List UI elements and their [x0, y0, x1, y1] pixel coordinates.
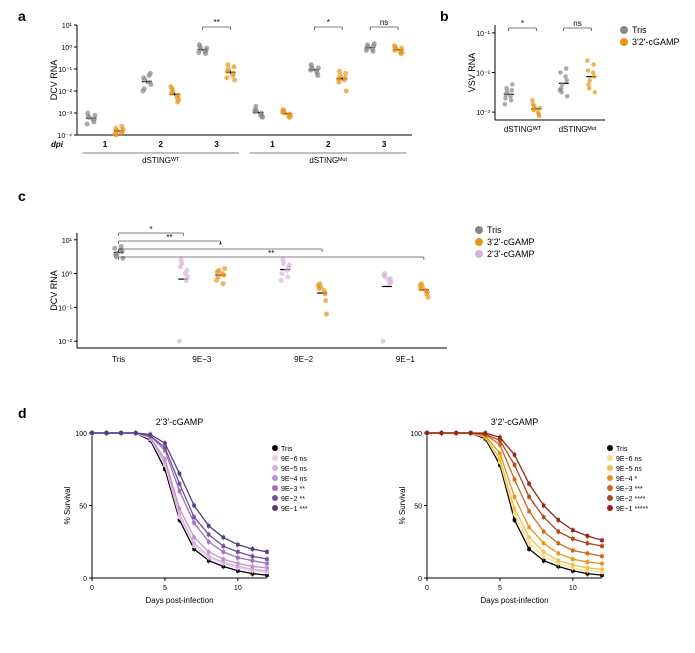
svg-text:10⁻¹: 10⁻¹: [58, 67, 72, 74]
svg-text:0: 0: [83, 576, 87, 583]
svg-text:9E−4 *: 9E−4 *: [616, 476, 637, 483]
svg-text:9E−1: 9E−1: [396, 355, 415, 364]
svg-text:9E−5 ns: 9E−5 ns: [616, 466, 642, 473]
svg-text:% Survival: % Survival: [63, 486, 72, 524]
svg-text:9E−6 ns: 9E−6 ns: [616, 456, 642, 463]
panel-a-label: a: [18, 8, 26, 24]
svg-text:**: **: [213, 18, 219, 27]
svg-text:10⁰: 10⁰: [61, 44, 72, 52]
svg-text:Tris: Tris: [281, 446, 293, 453]
svg-text:ns: ns: [380, 18, 388, 27]
panel-c-label: c: [18, 188, 26, 204]
svg-text:*: *: [521, 19, 524, 28]
svg-text:% Survival: % Survival: [398, 486, 407, 524]
panel-d-chart-right: 3'2'-cGAMP 0 50 100 0 5 10 % Survival Days post-…: [395, 415, 675, 615]
svg-text:ns: ns: [573, 19, 581, 28]
panel-d-label: d: [18, 405, 27, 421]
svg-text:VSV RNA: VSV RNA: [467, 53, 477, 93]
svg-text:3: 3: [214, 140, 219, 149]
svg-text:*: *: [149, 225, 152, 234]
svg-text:**: **: [268, 249, 274, 258]
svg-text:10⁻³: 10⁻³: [476, 110, 490, 117]
svg-text:10¹: 10¹: [62, 238, 73, 245]
panel-d-chart-left: 2'3'-cGAMP 0 50 100 0 5 10 % Survival Days post-…: [60, 415, 340, 615]
svg-text:50: 50: [79, 504, 87, 511]
svg-text:DCV RNA: DCV RNA: [49, 270, 59, 311]
legend-cgamp-label: 3'2'-cGAMP: [632, 37, 679, 47]
svg-text:0: 0: [418, 576, 422, 583]
svg-text:Tris: Tris: [616, 446, 628, 453]
svg-text:50: 50: [414, 504, 422, 511]
svg-text:3'2'-cGAMP: 3'2'-cGAMP: [491, 417, 538, 427]
svg-text:**: **: [166, 233, 172, 242]
svg-text:1: 1: [270, 140, 275, 149]
panel-c-chart: 10⁻²10⁻¹10⁰10¹DCV RNATris9E−39E−29E−1***…: [45, 195, 465, 375]
svg-text:0: 0: [90, 585, 94, 592]
svg-text:100: 100: [75, 431, 87, 438]
svg-text:9E−1 *****: 9E−1 *****: [616, 506, 648, 513]
svg-text:9E−5 ns: 9E−5 ns: [281, 466, 307, 473]
svg-text:10⁻⁴: 10⁻⁴: [58, 133, 73, 140]
svg-text:Tris: Tris: [112, 355, 125, 364]
svg-text:Days post-infection: Days post-infection: [145, 596, 213, 605]
svg-text:10⁻¹: 10⁻¹: [476, 31, 490, 38]
svg-text:10¹: 10¹: [62, 23, 73, 30]
svg-text:dpi: dpi: [51, 140, 64, 149]
svg-text:*: *: [327, 18, 330, 27]
svg-text:2: 2: [159, 140, 164, 149]
svg-text:9E−3: 9E−3: [192, 355, 211, 364]
svg-text:Days post-infection: Days post-infection: [480, 596, 548, 605]
svg-text:0: 0: [425, 585, 429, 592]
panel-b-legend: Tris 3'2'-cGAMP: [620, 25, 679, 49]
svg-text:2'3'-cGAMP: 2'3'-cGAMP: [156, 417, 203, 427]
svg-text:3: 3: [382, 140, 387, 149]
svg-text:9E−3 **: 9E−3 **: [281, 486, 305, 493]
svg-text:9E−3 ***: 9E−3 ***: [616, 486, 643, 493]
legend-tris-label: Tris: [632, 25, 647, 35]
panel-a-chart: 10⁻⁴ 10⁻³ 10⁻² 10⁻¹ 10⁰ 10¹ DCV RNA 1 2 3 1 2 3 dpi dS…: [45, 15, 425, 170]
svg-text:9E−2 ****: 9E−2 ****: [616, 496, 646, 503]
svg-text:1: 1: [103, 140, 108, 149]
svg-text:10: 10: [234, 585, 242, 592]
svg-text:10: 10: [569, 585, 577, 592]
svg-text:10⁰: 10⁰: [61, 271, 72, 279]
svg-text:9E−2 **: 9E−2 **: [281, 496, 305, 503]
svg-text:dSTINGᵂᵀ: dSTINGᵂᵀ: [504, 125, 542, 134]
svg-text:*: *: [219, 241, 222, 250]
svg-text:10⁻¹: 10⁻¹: [58, 305, 72, 312]
svg-text:dSTINGᴹᵘᵗ: dSTINGᴹᵘᵗ: [309, 156, 347, 165]
svg-text:10⁻³: 10⁻³: [58, 111, 72, 118]
svg-text:dSTINGᵂᵀ: dSTINGᵂᵀ: [142, 156, 180, 165]
svg-text:9E−4 ns: 9E−4 ns: [281, 476, 307, 483]
panel-c-legend: Tris 3'2'-cGAMP 2'3'-cGAMP: [475, 225, 534, 261]
legend-c-tris: Tris: [487, 225, 502, 235]
panel-b-chart: 10⁻³ 10⁻² 10⁻¹ VSV RNA dSTINGᵂᵀ dSTINGᴹᵘᵗ * ns: [465, 15, 615, 145]
svg-text:9E−1 ***: 9E−1 ***: [281, 506, 308, 513]
panel-b-label: b: [440, 8, 449, 24]
legend-c-32: 3'2'-cGAMP: [487, 237, 534, 247]
svg-text:5: 5: [498, 585, 502, 592]
legend-c-23: 2'3'-cGAMP: [487, 249, 534, 259]
svg-text:9E−6 ns: 9E−6 ns: [281, 456, 307, 463]
svg-text:100: 100: [410, 431, 422, 438]
svg-text:9E−2: 9E−2: [294, 355, 313, 364]
svg-text:10⁻²: 10⁻²: [58, 89, 72, 96]
svg-text:10⁻²: 10⁻²: [58, 339, 72, 346]
svg-text:5: 5: [163, 585, 167, 592]
svg-text:2: 2: [326, 140, 331, 149]
svg-text:dSTINGᴹᵘᵗ: dSTINGᴹᵘᵗ: [559, 125, 597, 134]
svg-text:10⁻²: 10⁻²: [476, 71, 490, 78]
svg-text:DCV RNA: DCV RNA: [49, 60, 59, 101]
